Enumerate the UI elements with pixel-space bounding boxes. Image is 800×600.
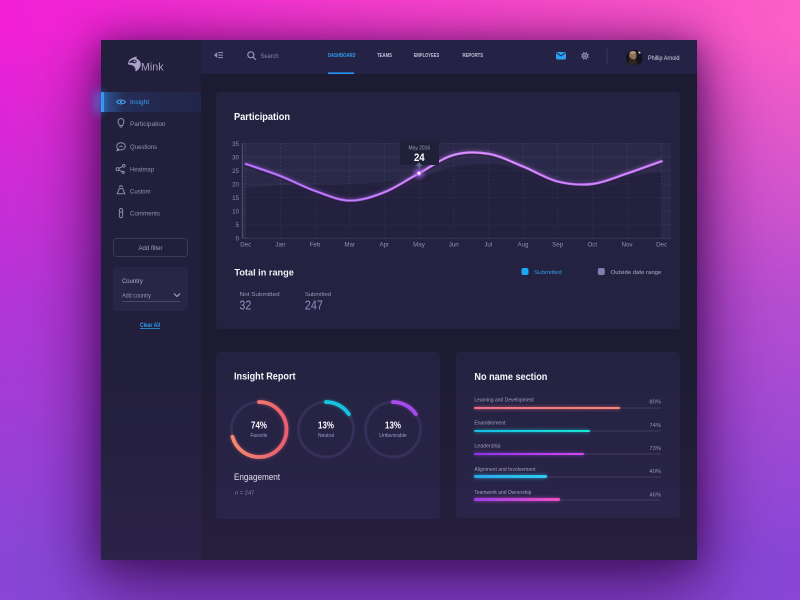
svg-text:Insight: Insight (130, 99, 149, 106)
svg-text:Alignment and Involvement: Alignment and Involvement (474, 467, 535, 473)
svg-text:REPORTS: REPORTS (463, 53, 484, 59)
svg-text:No name section: No name section (474, 372, 547, 383)
svg-text:Comments: Comments (130, 210, 161, 217)
svg-text:Insight Report: Insight Report (234, 372, 296, 383)
svg-text:Jan: Jan (275, 242, 286, 249)
svg-text:May: May (413, 242, 426, 249)
svg-text:74%: 74% (251, 421, 267, 432)
svg-text:Leadership: Leadership (474, 444, 500, 450)
svg-text:Questions: Questions (130, 144, 158, 151)
svg-text:15: 15 (232, 195, 239, 202)
svg-text:n = 247: n = 247 (235, 491, 254, 497)
svg-text:74%: 74% (649, 423, 661, 429)
svg-text:Participation: Participation (234, 112, 290, 123)
svg-text:Feb: Feb (310, 242, 321, 249)
svg-text:73%: 73% (649, 446, 661, 452)
svg-text:Heatmap: Heatmap (130, 166, 154, 173)
svg-text:46%: 46% (649, 492, 661, 498)
svg-text:24: 24 (414, 152, 425, 164)
svg-text:30: 30 (232, 154, 239, 161)
svg-text:80%: 80% (649, 400, 661, 406)
svg-text:Add country: Add country (122, 293, 152, 300)
svg-text:Participation: Participation (130, 121, 166, 128)
svg-text:Total in range: Total in range (234, 268, 294, 279)
svg-text:Phillip Arnold: Phillip Arnold (648, 55, 680, 62)
svg-text:Neutral: Neutral (318, 433, 334, 439)
svg-text:Nov: Nov (621, 242, 633, 249)
svg-text:Aug: Aug (517, 242, 529, 249)
svg-text:Favorite: Favorite (251, 433, 268, 439)
svg-text:Oct: Oct (587, 242, 597, 249)
svg-text:Sep: Sep (552, 242, 564, 249)
svg-text:5: 5 (236, 222, 240, 229)
svg-text:Apr: Apr (379, 242, 389, 249)
svg-text:Outside date range: Outside date range (611, 270, 662, 276)
svg-text:Country: Country (122, 278, 144, 285)
svg-text:Not Submitted: Not Submitted (240, 292, 280, 298)
svg-text:Submitted: Submitted (534, 270, 562, 276)
svg-text:Dec: Dec (656, 242, 667, 249)
svg-text:Jun: Jun (449, 242, 460, 249)
svg-text:Custom: Custom (130, 189, 151, 196)
svg-text:TEAMS: TEAMS (377, 53, 392, 59)
svg-text:20: 20 (232, 181, 239, 188)
svg-text:10: 10 (232, 208, 239, 215)
svg-text:Submitted: Submitted (305, 292, 331, 298)
svg-text:13%: 13% (318, 421, 334, 432)
svg-text:Jul: Jul (484, 242, 492, 249)
svg-text:25: 25 (232, 168, 239, 175)
svg-text:Dec: Dec (240, 242, 251, 249)
svg-text:Learning and Development: Learning and Development (474, 397, 534, 403)
svg-text:Clear All: Clear All (140, 322, 160, 329)
svg-text:35: 35 (232, 141, 239, 148)
svg-text:Enamblement: Enamblement (474, 421, 505, 427)
svg-text:13%: 13% (385, 421, 401, 432)
svg-text:32: 32 (239, 297, 251, 312)
svg-text:Search: Search (261, 53, 279, 60)
svg-text:EMPLOYEES: EMPLOYEES (414, 53, 440, 59)
svg-text:40%: 40% (649, 469, 661, 475)
svg-text:May 2016: May 2016 (409, 145, 431, 151)
svg-text:Add filter: Add filter (139, 245, 164, 252)
svg-text:Unfavorable: Unfavorable (379, 433, 406, 439)
svg-text:DASHBOARD: DASHBOARD (328, 53, 356, 59)
svg-text:247: 247 (305, 297, 323, 312)
svg-text:Engagement: Engagement (234, 472, 280, 483)
svg-text:Mink: Mink (141, 62, 164, 74)
svg-text:Teamwork and Ownership: Teamwork and Ownership (474, 490, 531, 496)
svg-text:Mar: Mar (344, 242, 355, 249)
svg-text:0: 0 (236, 236, 240, 243)
